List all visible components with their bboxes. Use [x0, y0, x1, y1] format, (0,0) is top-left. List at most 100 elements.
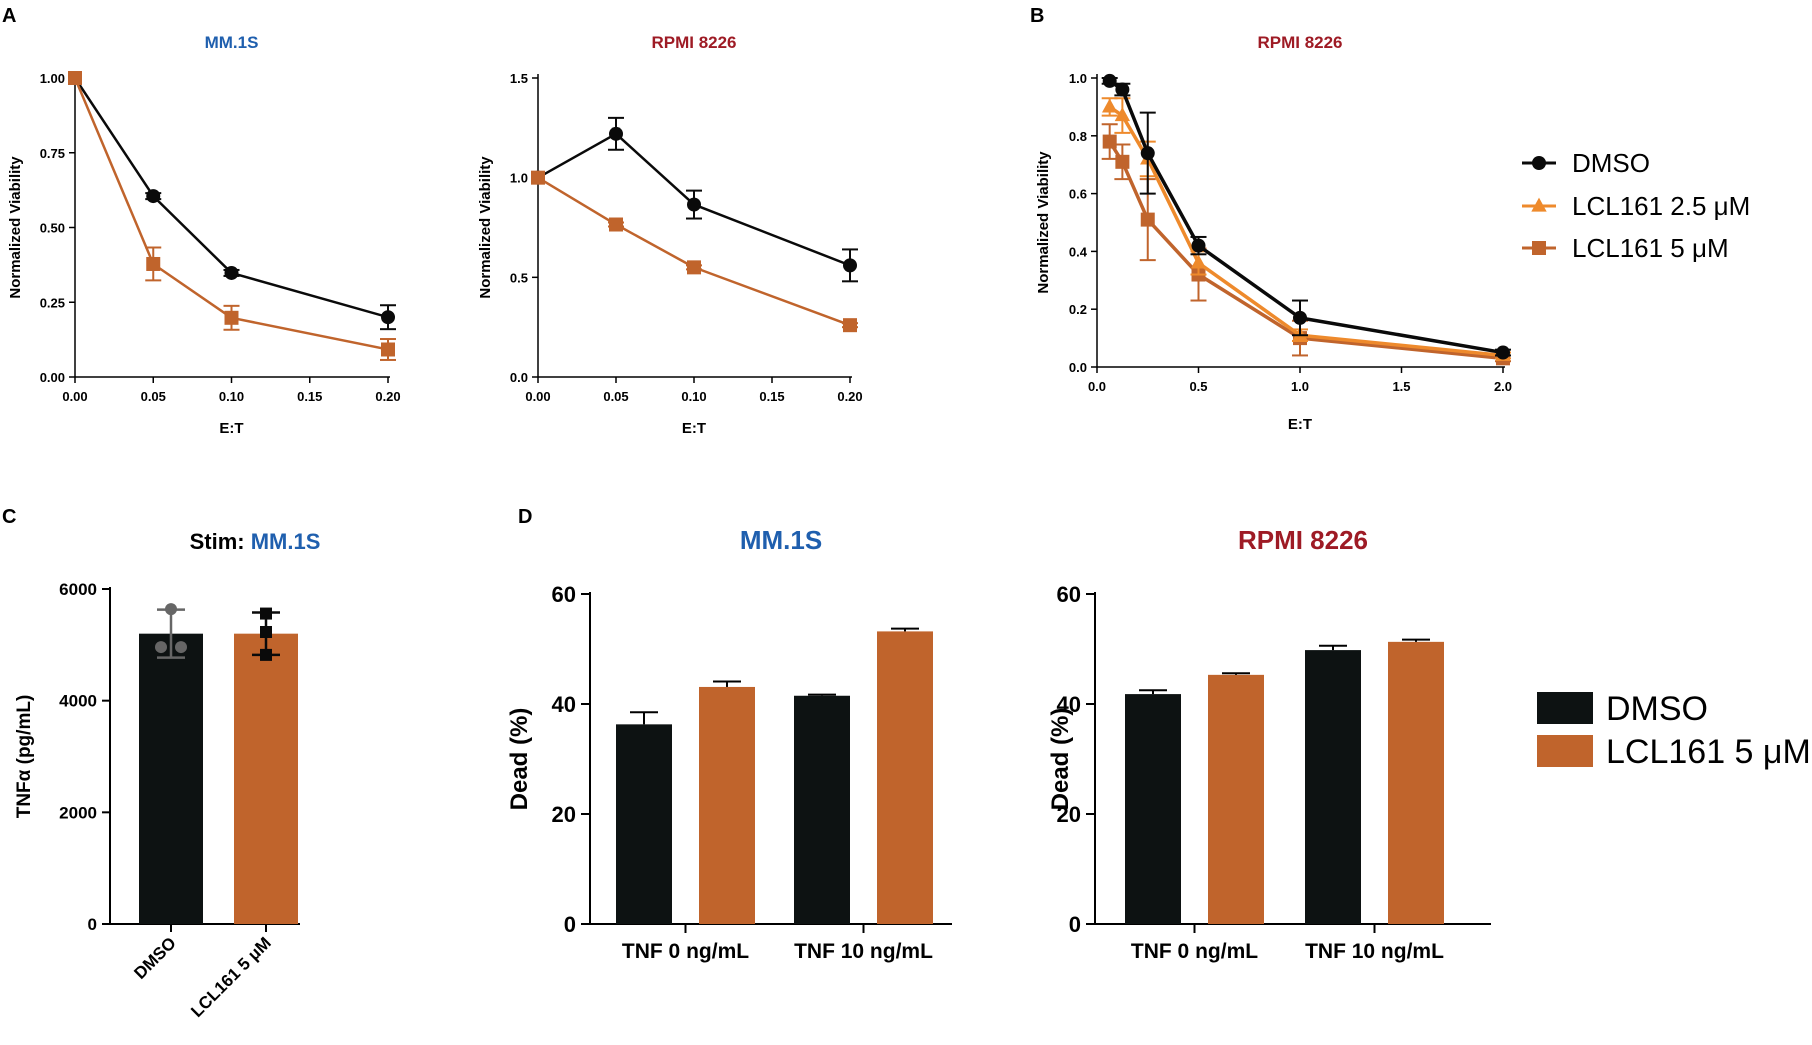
chart-D-mm1s: MM.1S 0 20 40 60 Dead (%) TNF 0 ng/mL TNF 10 ng…	[506, 525, 952, 963]
y-tick-label: 40	[1057, 692, 1081, 717]
series-line	[537, 132, 851, 267]
replicate-point	[260, 648, 272, 661]
chart-A-rpmi8226: RPMI 8226 0.00 0.05 0.10 0.15 0.20 0.0 0.5 1.0 1.…	[477, 33, 863, 437]
data-point	[1140, 146, 1155, 161]
panel-label-a: A	[2, 5, 16, 27]
data-point	[687, 197, 701, 212]
replicate-point	[260, 607, 272, 620]
data-point	[531, 170, 545, 185]
y-axis-label: Dead (%)	[506, 708, 533, 811]
legend-label: LCL161 5 μM	[1572, 233, 1729, 263]
bar-dmso	[616, 724, 672, 924]
legend-label: DMSO	[1606, 690, 1708, 728]
bar-dmso	[794, 695, 850, 924]
chart-title: Stim: MM.1S	[190, 529, 321, 554]
x-tick-label: TNF 0 ng/mL	[622, 940, 749, 963]
x-tick-label: 0.05	[141, 389, 166, 404]
series-lcl161-5-m	[531, 170, 858, 333]
chart-C-tnf: Stim: MM.1S 0 2000 4000 6000 TNFα (pg/mL) DMSO…	[14, 529, 320, 1021]
series-dmso	[1101, 73, 1511, 360]
x-tick-label: 0.15	[759, 389, 784, 404]
data-point	[1140, 212, 1155, 227]
legend-D: DMSO LCL161 5 μM	[1537, 690, 1811, 771]
replicate-point	[175, 641, 187, 654]
data-point	[843, 318, 857, 333]
y-tick-label: 1.5	[510, 71, 528, 86]
data-point	[609, 126, 623, 141]
data-point	[68, 71, 82, 85]
data-point	[1293, 310, 1307, 325]
legend-B: DMSO LCL161 2.5 μM LCL161 5 μM	[1522, 148, 1750, 263]
data-point	[146, 256, 161, 271]
bar-lcl161-5-m	[234, 633, 298, 924]
data-point	[1496, 345, 1510, 360]
chart-title: RPMI 8226	[1238, 525, 1368, 555]
data-point	[1102, 134, 1117, 149]
replicate-point	[260, 625, 272, 638]
y-tick-label: 0	[564, 912, 576, 937]
bar-dmso	[139, 633, 203, 924]
x-tick-label: 0.00	[525, 389, 550, 404]
data-point	[1101, 98, 1118, 113]
series-line	[537, 176, 851, 327]
x-axis-label: E:T	[219, 420, 243, 437]
data-point	[224, 310, 239, 325]
data-point	[1102, 73, 1117, 88]
y-tick-label: 0	[1069, 912, 1081, 937]
series-line	[73, 77, 389, 351]
y-axis-label: Normalized Viability	[477, 156, 494, 299]
series-line	[73, 77, 389, 319]
y-tick-label: 0.2	[1069, 302, 1087, 317]
y-tick-label: 1.0	[510, 171, 528, 186]
x-tick-label: 0.05	[603, 389, 628, 404]
x-tick-label: 0.10	[219, 389, 244, 404]
data-point	[1115, 82, 1130, 97]
series-line	[1108, 140, 1504, 361]
data-point	[1190, 254, 1207, 269]
chart-A-mm1s: MM.1S 0.00 0.05 0.10 0.15 0.20 0.00 0.25 0.50 0.7…	[7, 33, 401, 437]
replicate-point	[155, 641, 167, 654]
legend-swatch	[1537, 692, 1593, 724]
chart-B-rpmi8226: RPMI 8226 0.0 0.5 1.0 1.5 2.0 0.0 0.2 0.4 0.6 0.8 1…	[1035, 33, 1512, 433]
bar-dmso	[1125, 694, 1181, 924]
x-tick-label: 2.0	[1494, 379, 1512, 394]
x-tick-label: 0.10	[681, 389, 706, 404]
x-axis-label: E:T	[682, 420, 706, 437]
bar-lcl161-5-m	[699, 686, 755, 924]
y-tick-label: 0	[88, 915, 97, 934]
legend-marker	[1531, 197, 1547, 212]
x-tick-label: LCL161 5 μM	[187, 933, 275, 1021]
y-tick-label: 0.75	[40, 146, 65, 161]
legend-label: DMSO	[1572, 148, 1650, 178]
title-prefix: Stim:	[190, 529, 251, 554]
x-tick-label: 0.20	[837, 389, 862, 404]
chart-title: MM.1S	[205, 33, 259, 52]
y-tick-label: 60	[1057, 582, 1081, 607]
data-point	[381, 342, 395, 357]
y-tick-label: 0.6	[1069, 187, 1087, 202]
data-point	[609, 217, 623, 232]
series-line	[1108, 79, 1504, 355]
data-point	[146, 189, 161, 204]
chart-title: MM.1S	[740, 525, 822, 555]
y-tick-label: 1.0	[1069, 71, 1087, 86]
panel-label-d: D	[518, 506, 532, 528]
y-tick-label: 0.50	[40, 221, 65, 236]
legend-label: LCL161 5 μM	[1606, 733, 1811, 771]
x-tick-label: 1.0	[1291, 379, 1309, 394]
x-tick-label: TNF 10 ng/mL	[794, 940, 933, 963]
y-tick-label: 60	[552, 582, 576, 607]
y-tick-label: 6000	[59, 580, 97, 599]
y-tick-label: 0.00	[40, 370, 65, 385]
y-tick-label: 4000	[59, 692, 97, 711]
bar-lcl161-5-m	[1388, 641, 1444, 924]
bar-lcl161-5-m	[1208, 674, 1264, 924]
x-tick-label: TNF 10 ng/mL	[1305, 940, 1444, 963]
x-tick-label: 0.5	[1189, 379, 1207, 394]
x-tick-label: 0.00	[62, 389, 87, 404]
y-tick-label: 0.0	[1069, 360, 1087, 375]
y-axis-label: TNFα (pg/mL)	[14, 695, 35, 819]
panel-label-c: C	[2, 506, 16, 528]
panel-label-b: B	[1030, 5, 1044, 27]
x-tick-label: DMSO	[130, 933, 179, 982]
